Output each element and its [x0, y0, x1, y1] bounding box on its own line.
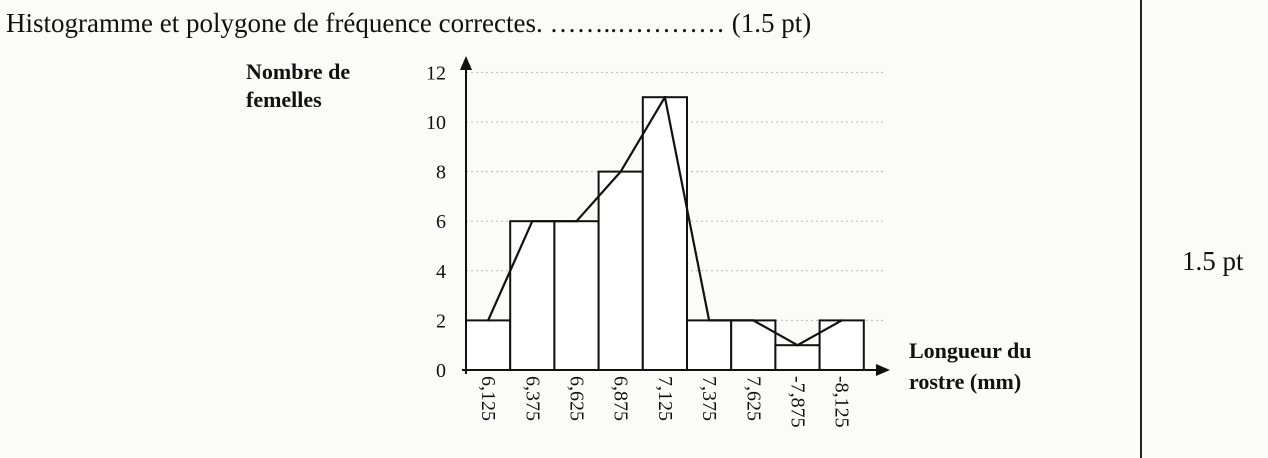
x-axis-arrow-icon — [876, 364, 890, 376]
x-tick-label-4: 7,125 — [654, 376, 676, 421]
bar-3 — [597, 170, 644, 371]
polygon-point-7 — [796, 344, 799, 347]
axes — [460, 56, 890, 376]
y-axis-arrow-icon — [460, 56, 472, 70]
x-tick-label-0: 6,125 — [477, 376, 499, 421]
polygon-point-6 — [752, 319, 755, 322]
bar-0 — [465, 319, 512, 371]
polygon-point-1 — [531, 220, 534, 223]
score-label: 1.5 pt — [1182, 246, 1244, 276]
y-axis-label-line-1: Nombre de — [246, 59, 350, 84]
y-tick-label-0: 0 — [436, 360, 446, 382]
y-tick-label-2: 2 — [436, 310, 446, 332]
bar-5 — [686, 319, 733, 371]
y-axis-label-line-2: femelles — [246, 87, 322, 112]
column-divider — [1140, 0, 1142, 458]
x-tick-label-7: -7,875 — [787, 376, 809, 428]
polygon-point-0 — [486, 319, 490, 322]
x-tick-label-1: 6,375 — [521, 376, 543, 421]
histogram-chart: 0 2 4 6 8 10 12 6,125 6,375 6,625 6,875 7,125 7,375 7… — [246, 56, 1031, 428]
x-tick-label-2: 6,625 — [566, 376, 588, 421]
frequency-polygon — [486, 96, 843, 347]
x-tick-label-6: 7,625 — [742, 376, 764, 421]
y-tick-label-8: 8 — [436, 162, 446, 184]
polygon-point-3 — [619, 170, 622, 173]
x-tick-label-5: 7,375 — [698, 376, 720, 421]
bar-7 — [774, 344, 821, 372]
tick-labels: 0 2 4 6 8 10 12 6,125 6,375 6,625 6,875 7,125 7,375 7… — [426, 62, 853, 427]
polygon-point-8 — [840, 319, 843, 322]
bar-1 — [509, 220, 556, 371]
y-tick-label-6: 6 — [436, 211, 446, 233]
x-axis-label-line-1: Longueur du — [909, 338, 1031, 363]
bar-4 — [641, 96, 688, 371]
polygon-point-4 — [663, 96, 667, 99]
y-tick-label-4: 4 — [436, 261, 446, 283]
question-line: Histogramme et polygone de fréquence cor… — [6, 8, 812, 38]
x-tick-label-8: -8,125 — [831, 376, 853, 428]
x-tick-label-3: 6,875 — [610, 376, 632, 421]
y-tick-label-10: 10 — [426, 112, 446, 134]
bar-2 — [553, 220, 600, 371]
x-axis-label-line-2: rostre (mm) — [909, 369, 1021, 394]
y-tick-label-12: 12 — [426, 62, 446, 84]
polygon-point-2 — [575, 220, 578, 223]
polygon-point-5 — [707, 319, 711, 322]
